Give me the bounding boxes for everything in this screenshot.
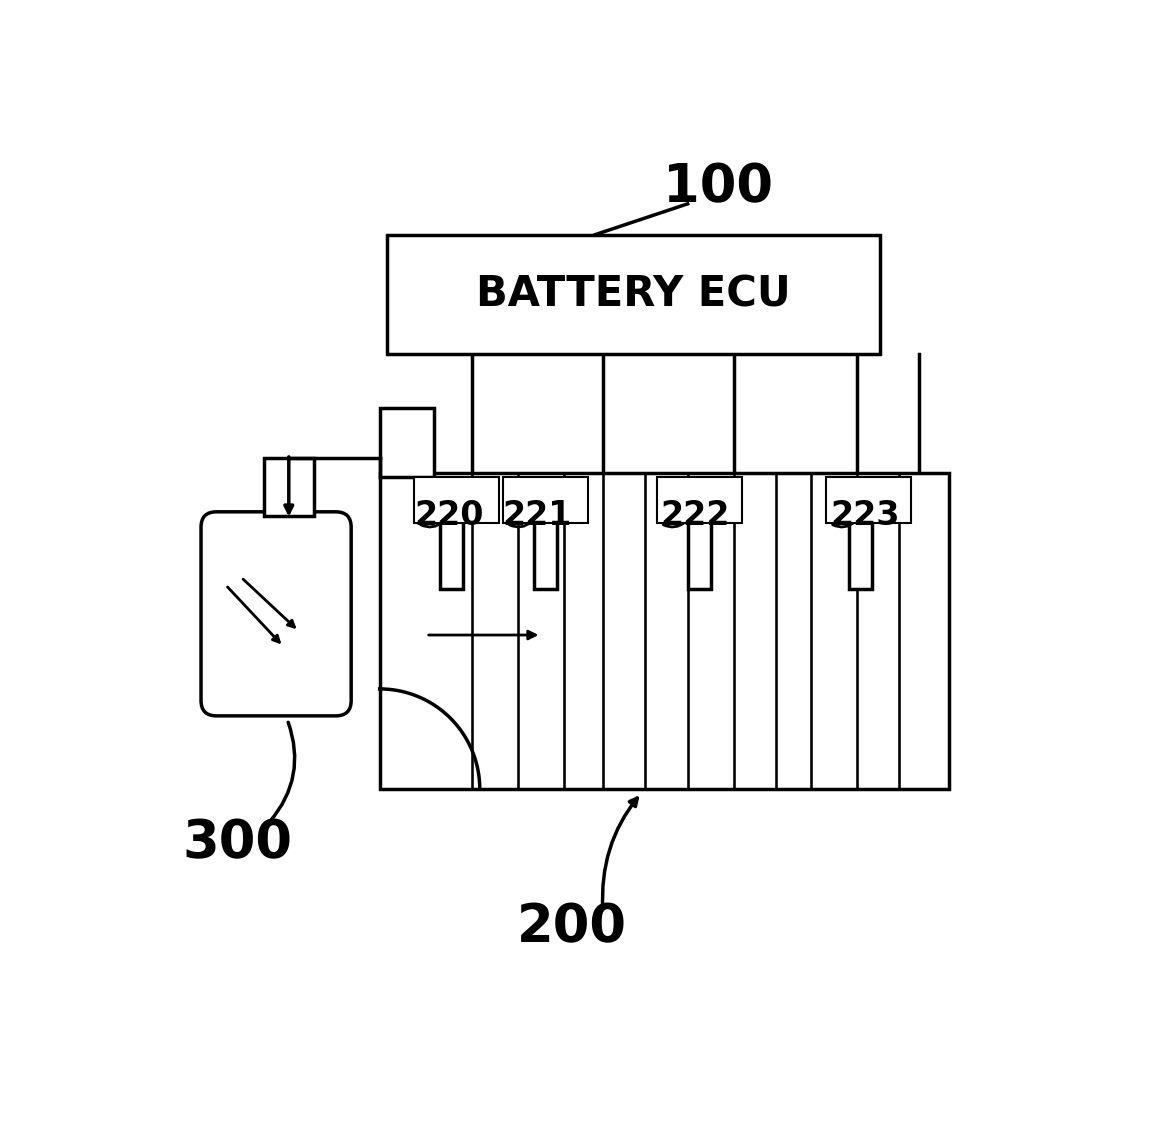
Bar xyxy=(534,519,557,589)
Bar xyxy=(849,519,872,589)
Text: 222: 222 xyxy=(661,499,730,532)
Text: 223: 223 xyxy=(830,499,899,532)
Bar xyxy=(387,234,880,354)
Bar xyxy=(414,478,499,524)
Text: 200: 200 xyxy=(518,901,627,954)
Text: BATTERY ECU: BATTERY ECU xyxy=(477,274,792,316)
Bar xyxy=(688,519,711,589)
Bar xyxy=(656,478,742,524)
Text: 220: 220 xyxy=(414,499,484,532)
Bar xyxy=(265,457,314,516)
FancyBboxPatch shape xyxy=(201,512,351,716)
Bar xyxy=(503,478,588,524)
Bar xyxy=(440,519,463,589)
Text: 221: 221 xyxy=(503,499,573,532)
Bar xyxy=(380,408,434,478)
Bar xyxy=(827,478,911,524)
Text: 300: 300 xyxy=(182,817,293,869)
Bar xyxy=(380,473,949,789)
Text: 100: 100 xyxy=(663,161,773,213)
